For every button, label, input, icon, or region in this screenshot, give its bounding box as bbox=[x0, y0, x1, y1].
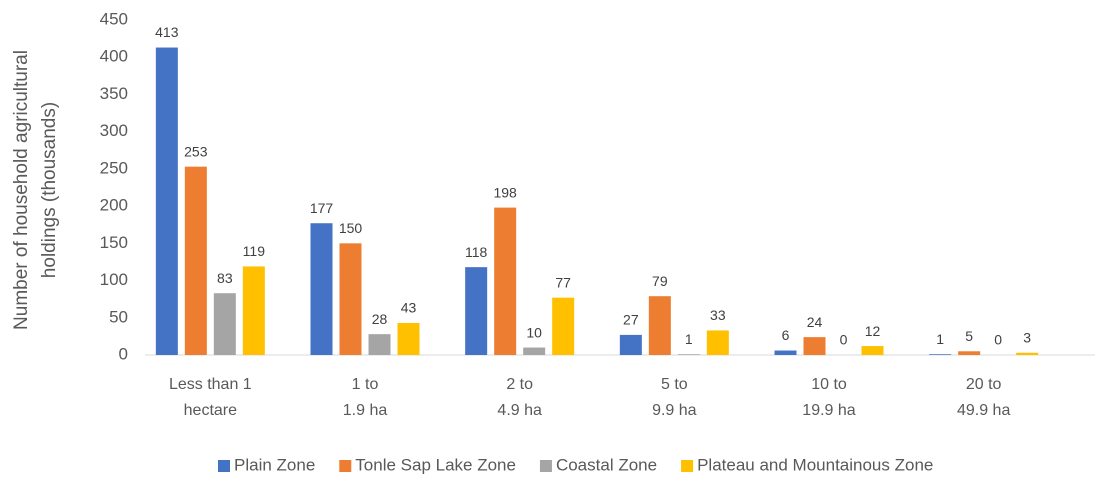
bar bbox=[774, 350, 797, 355]
value-label: 6 bbox=[782, 327, 790, 343]
y-tick-label: 150 bbox=[100, 233, 128, 252]
bar bbox=[397, 322, 420, 355]
bar bbox=[706, 330, 729, 355]
legend-label: Plain Zone bbox=[234, 455, 315, 474]
bar bbox=[368, 334, 391, 355]
bar bbox=[523, 347, 546, 355]
y-tick-label: 50 bbox=[109, 307, 128, 326]
value-label: 27 bbox=[623, 312, 639, 328]
bar bbox=[155, 47, 178, 356]
value-label: 1 bbox=[685, 331, 693, 347]
x-tick-label: 10 to bbox=[811, 376, 847, 393]
value-label: 24 bbox=[807, 314, 823, 330]
bar bbox=[677, 354, 700, 355]
value-label: 83 bbox=[217, 270, 233, 286]
bar bbox=[552, 297, 575, 355]
value-label: 253 bbox=[184, 143, 208, 159]
x-tick-label: 4.9 ha bbox=[497, 402, 542, 419]
legend-swatch bbox=[681, 460, 694, 472]
y-tick-label: 100 bbox=[100, 270, 128, 289]
bar bbox=[619, 334, 642, 355]
legend-label: Coastal Zone bbox=[556, 455, 657, 474]
legend-label: Tonle Sap Lake Zone bbox=[355, 455, 516, 474]
value-label: 0 bbox=[994, 332, 1002, 348]
value-label: 79 bbox=[652, 273, 668, 289]
value-label: 119 bbox=[243, 243, 266, 259]
value-label: 0 bbox=[840, 332, 848, 348]
x-tick-label: 19.9 ha bbox=[802, 402, 855, 419]
x-tick-label: 49.9 ha bbox=[957, 402, 1010, 419]
value-label: 33 bbox=[710, 307, 726, 323]
value-label: 3 bbox=[1023, 329, 1031, 345]
x-tick-label: 20 to bbox=[966, 376, 1002, 393]
legend-swatch bbox=[339, 460, 352, 472]
value-label: 198 bbox=[493, 184, 517, 200]
value-label: 413 bbox=[155, 24, 179, 40]
y-tick-label: 450 bbox=[100, 9, 128, 28]
x-tick-label: hectare bbox=[184, 402, 237, 419]
y-tick-label: 350 bbox=[100, 84, 128, 103]
value-label: 177 bbox=[310, 200, 334, 216]
value-label: 43 bbox=[401, 300, 417, 316]
bar bbox=[648, 296, 671, 355]
bar bbox=[339, 243, 362, 355]
x-tick-label: 9.9 ha bbox=[652, 402, 697, 419]
y-tick-label: 0 bbox=[119, 344, 128, 363]
bar bbox=[242, 266, 265, 355]
y-tick-label: 400 bbox=[100, 47, 128, 66]
x-tick-label: 1 to bbox=[352, 376, 379, 393]
y-tick-label: 250 bbox=[100, 158, 128, 177]
legend-swatch bbox=[539, 460, 552, 472]
value-label: 12 bbox=[865, 323, 881, 339]
bar bbox=[494, 207, 517, 355]
value-label: 118 bbox=[465, 244, 488, 260]
legend-label: Plateau and Mountainous Zone bbox=[697, 455, 933, 474]
bar bbox=[213, 293, 236, 355]
value-label: 150 bbox=[339, 220, 363, 236]
bar bbox=[465, 267, 488, 355]
value-label: 77 bbox=[555, 274, 571, 290]
x-tick-label: 5 to bbox=[661, 376, 688, 393]
bar bbox=[184, 166, 207, 355]
x-tick-label: 1.9 ha bbox=[343, 402, 388, 419]
bar bbox=[310, 223, 333, 355]
bar bbox=[1016, 352, 1039, 355]
value-label: 28 bbox=[372, 311, 388, 327]
bar bbox=[861, 346, 884, 355]
value-label: 10 bbox=[526, 324, 542, 340]
x-tick-label: Less than 1 bbox=[169, 376, 252, 393]
value-label: 5 bbox=[965, 328, 973, 344]
bar bbox=[958, 351, 981, 355]
bar bbox=[803, 337, 826, 355]
y-tick-label: 200 bbox=[100, 196, 128, 215]
y-tick-label: 300 bbox=[100, 121, 128, 140]
y-axis-title: holdings (thousands) bbox=[39, 102, 60, 278]
bar bbox=[929, 354, 952, 355]
value-label: 1 bbox=[936, 331, 944, 347]
y-axis-title: Number of household agricultural bbox=[11, 50, 32, 330]
x-tick-label: 2 to bbox=[506, 376, 533, 393]
legend-swatch bbox=[218, 460, 230, 472]
